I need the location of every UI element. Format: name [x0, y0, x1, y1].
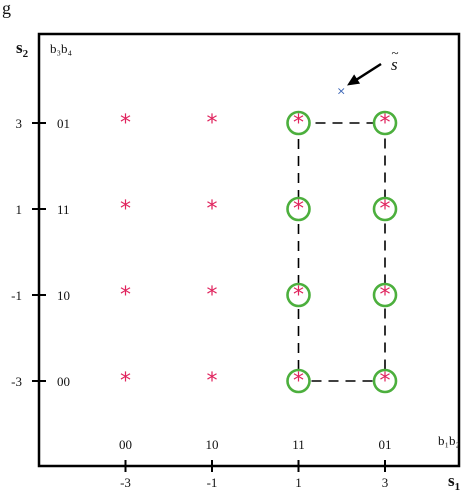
x-bit-label: 00 — [119, 437, 132, 452]
received-arrowhead — [347, 74, 361, 86]
y-tick-label: -1 — [11, 288, 22, 303]
constellation-points: * * * * * * * * * * * * * * * * — [120, 110, 398, 394]
candidate-ring — [372, 282, 398, 308]
x-tick-label: 1 — [295, 475, 302, 490]
y-tick-label: 1 — [16, 202, 23, 217]
x-bit-label: 01 — [379, 437, 392, 452]
constellation-point: * — [120, 283, 131, 308]
x-tick-label: 3 — [382, 475, 389, 490]
y-tick-label: -3 — [11, 374, 22, 389]
constellation-point: * — [380, 111, 391, 136]
constellation-point: * — [207, 369, 218, 394]
y-bit-label: 01 — [57, 116, 70, 131]
received-label: s — [391, 55, 398, 74]
decision-region-box — [297, 122, 386, 382]
candidate-ring — [286, 110, 311, 136]
constellation-point: * — [120, 369, 131, 394]
candidate-ring — [286, 196, 311, 222]
decision-region — [297, 122, 386, 382]
constellation-point: * — [120, 197, 131, 222]
constellation-point: * — [380, 197, 391, 222]
candidate-ring — [286, 368, 311, 394]
y-bit-label: 00 — [57, 374, 70, 389]
x-axis-title: s1 — [448, 471, 460, 492]
constellation-point: * — [293, 197, 304, 222]
candidate-ring — [372, 110, 398, 136]
y-tick-label: 3 — [16, 116, 23, 131]
y-bits-header: b₃b₄ — [50, 41, 73, 56]
constellation-point: * — [207, 197, 218, 222]
constellation-point: * — [380, 369, 391, 394]
received-marker: × — [337, 84, 346, 97]
x-bit-label: 10 — [206, 437, 219, 452]
x-tick-label: -3 — [120, 475, 131, 490]
received-signal: s ~ × — [337, 45, 399, 97]
received-label-accent: ~ — [392, 45, 399, 60]
constellation-point: * — [120, 111, 131, 136]
plot-frame — [37, 32, 461, 468]
x-bit-label: 11 — [292, 437, 305, 452]
constellation-point: * — [207, 111, 218, 136]
constellation-point: * — [293, 111, 304, 136]
y-bit-label: 11 — [57, 202, 70, 217]
x-tick-label: -1 — [207, 475, 218, 490]
constellation-point: * — [380, 283, 391, 308]
constellation-point: * — [293, 283, 304, 308]
x-bits-header: b₁b₂ — [438, 433, 460, 448]
figure-letter: g — [2, 0, 11, 18]
candidate-ring — [286, 282, 311, 308]
received-arrow — [355, 62, 382, 82]
constellation-point: * — [293, 369, 304, 394]
y-axis-title: s2 — [16, 38, 29, 60]
y-bit-label: 10 — [57, 288, 70, 303]
constellation-point: * — [207, 283, 218, 308]
candidate-ring — [372, 368, 398, 394]
candidate-ring — [372, 196, 398, 222]
